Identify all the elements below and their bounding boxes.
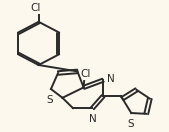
Text: N: N [107,74,115,84]
Text: Cl: Cl [30,3,40,13]
Text: S: S [46,95,53,105]
Text: N: N [89,114,97,124]
Text: Cl: Cl [80,69,91,79]
Text: S: S [127,119,134,129]
